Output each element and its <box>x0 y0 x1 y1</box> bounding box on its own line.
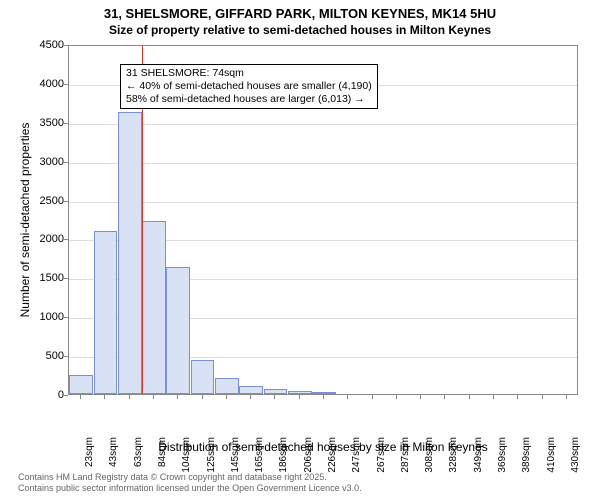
gridline <box>69 202 577 203</box>
xtick-mark <box>517 395 518 399</box>
ytick-label: 500 <box>24 350 64 362</box>
xtick-mark <box>542 395 543 399</box>
histogram-bar <box>94 231 118 394</box>
xtick-mark <box>469 395 470 399</box>
xtick-label: 410sqm <box>546 437 557 473</box>
xtick-mark <box>129 395 130 399</box>
ytick-mark <box>64 123 68 124</box>
ytick-mark <box>64 356 68 357</box>
ytick-mark <box>64 239 68 240</box>
xtick-label: 267sqm <box>376 437 387 473</box>
xtick-mark <box>493 395 494 399</box>
xtick-mark <box>202 395 203 399</box>
ytick-label: 4500 <box>24 39 64 51</box>
histogram-bar <box>118 112 142 394</box>
plot-area: 31 SHELSMORE: 74sqm← 40% of semi-detache… <box>68 45 578 395</box>
histogram-bar <box>69 375 93 394</box>
ytick-mark <box>64 162 68 163</box>
xtick-mark <box>420 395 421 399</box>
xtick-mark <box>299 395 300 399</box>
xtick-mark <box>250 395 251 399</box>
histogram-bar <box>312 392 336 394</box>
histogram-bar <box>264 389 288 394</box>
ytick-label: 1500 <box>24 272 64 284</box>
y-axis-label-wrap: Number of semi-detached properties <box>18 45 32 395</box>
xtick-label: 125sqm <box>206 437 217 473</box>
ytick-label: 3000 <box>24 156 64 168</box>
xtick-label: 389sqm <box>521 437 532 473</box>
ytick-mark <box>64 84 68 85</box>
xtick-mark <box>444 395 445 399</box>
xtick-label: 247sqm <box>351 437 362 473</box>
gridline <box>69 124 577 125</box>
annotation-line3: 58% of semi-detached houses are larger (… <box>126 93 372 106</box>
xtick-label: 104sqm <box>181 437 192 473</box>
xtick-label: 43sqm <box>108 437 119 467</box>
histogram-bar <box>215 378 239 394</box>
ytick-mark <box>64 201 68 202</box>
xtick-mark <box>153 395 154 399</box>
xtick-label: 23sqm <box>84 437 95 467</box>
xtick-label: 349sqm <box>473 437 484 473</box>
xtick-label: 308sqm <box>424 437 435 473</box>
ytick-label: 3500 <box>24 117 64 129</box>
ytick-label: 0 <box>24 389 64 401</box>
ytick-label: 2000 <box>24 233 64 245</box>
xtick-mark <box>177 395 178 399</box>
xtick-label: 84sqm <box>157 437 168 467</box>
xtick-mark <box>226 395 227 399</box>
annotation-line2: ← 40% of semi-detached houses are smalle… <box>126 80 372 93</box>
chart-container: 31, SHELSMORE, GIFFARD PARK, MILTON KEYN… <box>0 0 600 500</box>
xtick-label: 328sqm <box>448 437 459 473</box>
xtick-label: 63sqm <box>133 437 144 467</box>
xtick-mark <box>372 395 373 399</box>
xtick-label: 287sqm <box>400 437 411 473</box>
xtick-label: 186sqm <box>278 437 289 473</box>
gridline <box>69 163 577 164</box>
xtick-label: 430sqm <box>570 437 581 473</box>
xtick-label: 206sqm <box>303 437 314 473</box>
ytick-label: 2500 <box>24 195 64 207</box>
chart-title-line1: 31, SHELSMORE, GIFFARD PARK, MILTON KEYN… <box>0 6 600 21</box>
chart-title-line2: Size of property relative to semi-detach… <box>0 23 600 37</box>
ytick-label: 4000 <box>24 78 64 90</box>
xtick-label: 369sqm <box>497 437 508 473</box>
ytick-mark <box>64 45 68 46</box>
ytick-label: 1000 <box>24 311 64 323</box>
xtick-mark <box>396 395 397 399</box>
annotation-box: 31 SHELSMORE: 74sqm← 40% of semi-detache… <box>120 64 378 109</box>
xtick-mark <box>80 395 81 399</box>
xtick-mark <box>566 395 567 399</box>
histogram-bar <box>288 391 312 394</box>
histogram-bar <box>142 221 166 394</box>
xtick-mark <box>347 395 348 399</box>
xtick-label: 165sqm <box>254 437 265 473</box>
attribution-line2: Contains public sector information licen… <box>18 483 362 494</box>
xtick-label: 226sqm <box>327 437 338 473</box>
histogram-bar <box>191 360 215 394</box>
attribution-text: Contains HM Land Registry data © Crown c… <box>18 472 362 494</box>
attribution-line1: Contains HM Land Registry data © Crown c… <box>18 472 362 483</box>
y-axis-label: Number of semi-detached properties <box>18 123 32 318</box>
xtick-mark <box>104 395 105 399</box>
annotation-line1: 31 SHELSMORE: 74sqm <box>126 67 372 80</box>
xtick-label: 145sqm <box>230 437 241 473</box>
histogram-bar <box>166 267 190 394</box>
xtick-mark <box>323 395 324 399</box>
ytick-mark <box>64 395 68 396</box>
xtick-mark <box>274 395 275 399</box>
ytick-mark <box>64 278 68 279</box>
histogram-bar <box>239 386 263 394</box>
ytick-mark <box>64 317 68 318</box>
